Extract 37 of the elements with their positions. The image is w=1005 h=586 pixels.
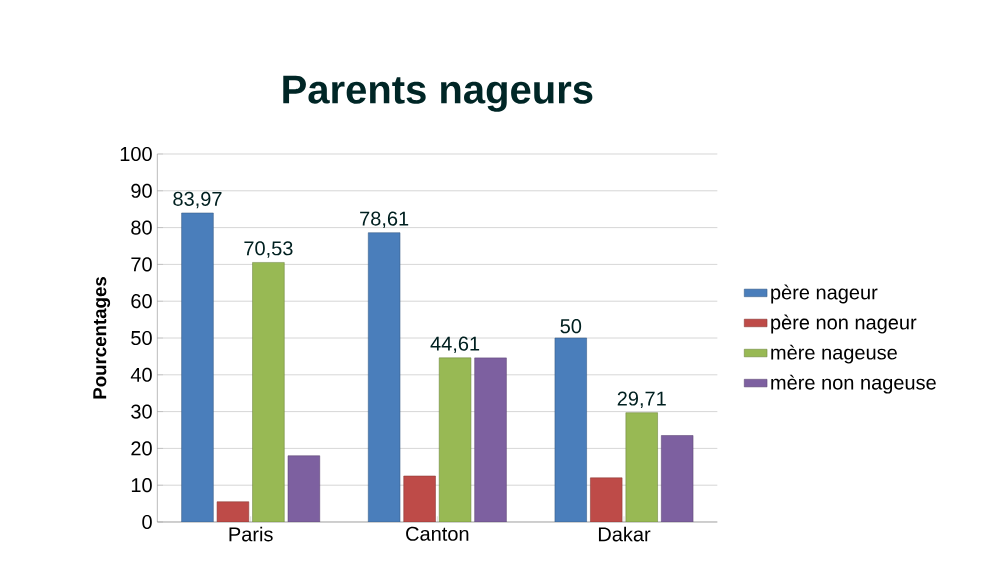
bar: [403, 475, 436, 522]
data-label: 29,71: [617, 391, 666, 408]
x-tick-label: Paris: [229, 526, 273, 542]
y-tick-label: 70: [131, 257, 152, 272]
legend-label: père non nageur: [771, 314, 917, 334]
y-tick-label: 60: [131, 294, 152, 309]
data-label: 78,61: [360, 211, 409, 228]
y-tick-label: 50: [131, 330, 152, 346]
bar: [661, 435, 694, 522]
bar: [590, 477, 623, 522]
y-tick-label: 90: [131, 183, 152, 198]
bar: [438, 357, 472, 522]
legend-label: mère nageuse: [771, 344, 897, 364]
bar: [181, 212, 214, 522]
chart-title: Parents nageurs: [283, 75, 593, 112]
y-tick-label: 100: [120, 146, 152, 162]
y-tick-label: 80: [131, 220, 152, 235]
bar: [252, 262, 285, 522]
data-label: 44,61: [430, 336, 480, 354]
bar: [474, 357, 507, 522]
y-axis-title: Pourcentages: [93, 277, 111, 399]
bar: [625, 412, 658, 522]
y-tick-label: 30: [131, 404, 152, 419]
x-tick-label: Dakar: [598, 526, 651, 542]
data-label: 70,53: [244, 241, 293, 258]
legend-label: père nageur: [771, 284, 878, 304]
data-label: 50: [560, 319, 582, 334]
y-tick-label: 20: [131, 441, 152, 456]
y-tick-label: 40: [130, 367, 152, 382]
y-tick-label: 0: [142, 514, 152, 530]
bar: [554, 337, 587, 522]
bar: [287, 455, 321, 522]
data-label: 83,97: [173, 191, 222, 209]
y-tick-label: 10: [131, 478, 152, 493]
bar: [368, 232, 401, 522]
x-tick-label: Canton: [406, 526, 469, 541]
legend-label: mère non nageuse: [771, 374, 936, 394]
